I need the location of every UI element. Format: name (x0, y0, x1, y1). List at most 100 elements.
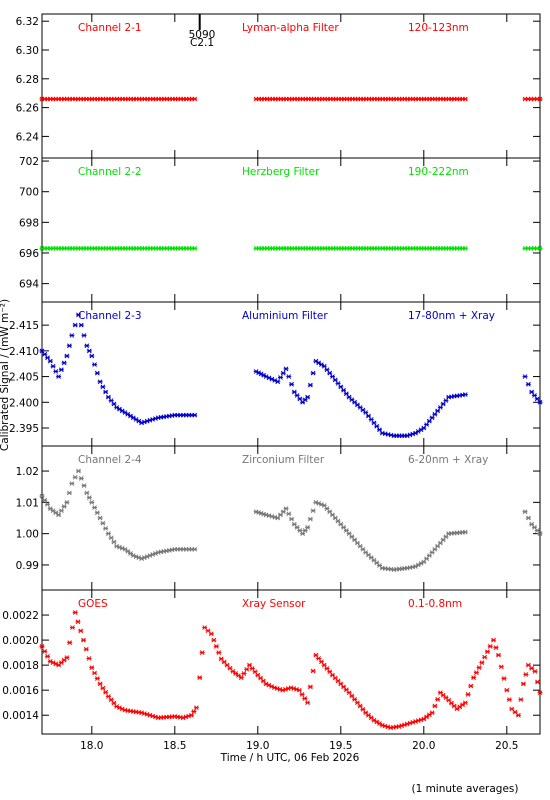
data-point (330, 374, 335, 379)
data-point (335, 518, 341, 524)
data-point (66, 343, 72, 349)
data-point (371, 420, 377, 426)
data-point (191, 709, 197, 714)
data-point (346, 531, 352, 537)
data-point (294, 393, 300, 398)
data-point (42, 649, 48, 654)
y-axis-label: Calibrated Signal / (mW m⁻²) (0, 299, 11, 451)
data-point (76, 468, 82, 474)
data-point (484, 649, 490, 655)
data-point (76, 312, 82, 318)
data-point (86, 495, 92, 501)
data-point (307, 516, 313, 522)
data-point (78, 628, 84, 634)
data-point (302, 696, 308, 701)
data-point (81, 333, 87, 338)
data-point (45, 355, 51, 361)
data-point (482, 654, 488, 660)
panel-4: 1.02 1.01 1.00 0.99 Channel 2-4 Zirconium Fil… (16, 445, 543, 591)
data-point (473, 670, 479, 675)
data-point (61, 504, 67, 509)
data-point (294, 525, 300, 530)
data-point (296, 687, 302, 693)
series-markers (39, 96, 543, 102)
data-point (522, 374, 528, 379)
data-point (316, 656, 322, 661)
data-point (310, 668, 316, 674)
data-point (97, 515, 103, 521)
data-point (352, 537, 358, 543)
panel-channel-label: GOES (78, 598, 108, 610)
data-point (506, 697, 512, 702)
data-point (111, 700, 117, 706)
data-point (327, 509, 333, 515)
panel-frame (41, 13, 541, 159)
data-point (324, 666, 330, 671)
data-point (188, 712, 194, 718)
data-point (487, 643, 493, 649)
data-point (89, 353, 95, 359)
data-point (346, 690, 352, 696)
data-point (83, 646, 89, 652)
data-point (291, 389, 297, 395)
data-point (537, 399, 543, 405)
data-point (305, 700, 311, 706)
panel-filter-label: Aluminium Filter (242, 310, 328, 322)
data-point (498, 664, 504, 670)
data-point (537, 96, 543, 102)
data-point (324, 506, 330, 511)
panel-band-label: 120-123nm (408, 22, 469, 34)
data-point (357, 703, 363, 709)
data-point (535, 679, 541, 685)
y-tick-label: 0.0022 (2, 610, 39, 622)
data-point (277, 375, 283, 380)
panel-band-label: 17-80nm + Xray (408, 310, 495, 322)
panel-channel-label: Channel 2-1 (78, 22, 142, 34)
data-point (443, 398, 449, 403)
data-point (465, 691, 471, 697)
data-point (424, 556, 430, 562)
data-point (42, 351, 48, 357)
data-point (515, 712, 521, 718)
data-point (321, 662, 327, 668)
data-point (305, 394, 311, 400)
data-point (429, 550, 435, 555)
x-tick-label: 20.0 (412, 740, 435, 752)
y-tick-label: 2.415 (9, 320, 39, 332)
y-tick-label: 0.0018 (2, 660, 39, 672)
panel-1: 6.32 6.30 6.28 6.26 6.24 Channel 2-1 Lyman-alp… (16, 13, 543, 159)
data-point (286, 374, 292, 379)
y-tick-label: 696 (19, 248, 39, 260)
x-tick-label: 20.5 (495, 740, 518, 752)
data-point (440, 537, 446, 543)
data-point (289, 381, 295, 387)
data-point (275, 515, 281, 521)
data-point (363, 410, 369, 415)
data-point (537, 531, 543, 537)
y-tick-label: 1.00 (16, 529, 39, 541)
data-point (58, 367, 64, 373)
data-point (529, 389, 535, 395)
data-point (108, 697, 114, 703)
data-point (426, 418, 432, 424)
data-point (479, 660, 485, 665)
y-tick-label: 0.0014 (2, 710, 39, 722)
data-point (84, 490, 90, 496)
data-point (50, 363, 56, 369)
data-point (432, 411, 438, 417)
data-point (330, 512, 335, 518)
data-point (283, 366, 289, 372)
data-point (338, 521, 344, 527)
data-point (86, 656, 92, 661)
data-point (81, 483, 87, 489)
data-point (103, 526, 109, 531)
data-point (286, 511, 292, 517)
series-markers (39, 610, 543, 731)
data-point (374, 423, 380, 429)
data-point (429, 710, 435, 716)
data-point (534, 396, 540, 402)
data-point (275, 379, 281, 385)
data-point (64, 499, 70, 505)
data-point (335, 381, 341, 386)
